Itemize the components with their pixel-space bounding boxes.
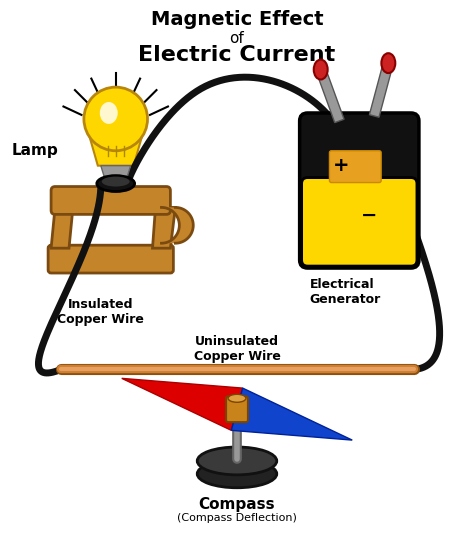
Text: Magnetic Effect: Magnetic Effect — [151, 9, 323, 28]
Text: (Compass Deflection): (Compass Deflection) — [177, 513, 297, 523]
Polygon shape — [122, 378, 243, 430]
Polygon shape — [101, 166, 131, 178]
FancyBboxPatch shape — [51, 187, 170, 215]
Ellipse shape — [102, 177, 129, 187]
Text: Electrical
Generator: Electrical Generator — [310, 278, 381, 306]
Text: Electric Current: Electric Current — [138, 46, 336, 66]
Polygon shape — [88, 131, 144, 166]
FancyBboxPatch shape — [226, 396, 248, 422]
Polygon shape — [316, 68, 344, 123]
Polygon shape — [153, 207, 175, 248]
Text: Lamp: Lamp — [11, 143, 58, 158]
Ellipse shape — [100, 102, 118, 124]
Polygon shape — [369, 62, 393, 117]
Ellipse shape — [382, 53, 395, 73]
Ellipse shape — [197, 460, 277, 488]
Text: of: of — [229, 32, 245, 47]
FancyBboxPatch shape — [301, 177, 417, 266]
Ellipse shape — [314, 59, 328, 80]
Circle shape — [84, 87, 147, 151]
Text: +: + — [333, 156, 350, 175]
FancyBboxPatch shape — [300, 113, 419, 268]
FancyBboxPatch shape — [48, 245, 173, 273]
Ellipse shape — [97, 176, 135, 191]
Text: Compass: Compass — [199, 497, 275, 512]
Ellipse shape — [228, 394, 246, 403]
FancyBboxPatch shape — [329, 151, 381, 182]
Ellipse shape — [197, 447, 277, 475]
Polygon shape — [51, 207, 73, 248]
Text: −: − — [361, 206, 377, 225]
Text: Uninsulated
Copper Wire: Uninsulated Copper Wire — [193, 335, 281, 363]
Text: Insulated
Copper Wire: Insulated Copper Wire — [57, 298, 144, 326]
Polygon shape — [231, 388, 352, 440]
